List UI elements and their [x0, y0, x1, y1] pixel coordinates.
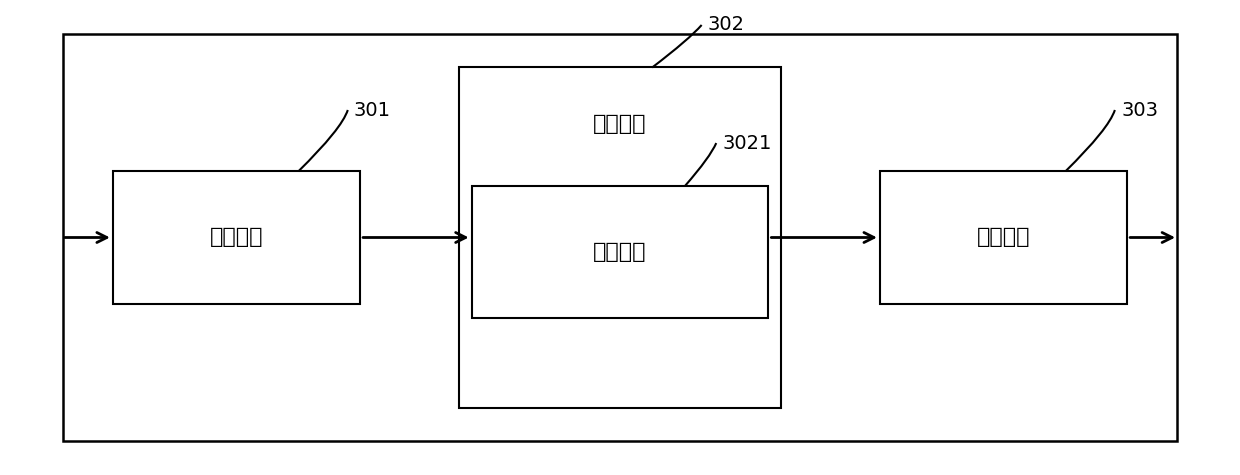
Text: 301: 301 — [353, 101, 391, 120]
Bar — [471, 186, 769, 318]
Text: 输出单元: 输出单元 — [977, 228, 1030, 247]
Text: 统计模块: 统计模块 — [593, 242, 647, 262]
Text: 处理单元: 处理单元 — [593, 114, 647, 134]
Bar — [63, 35, 1177, 440]
Text: 获取单元: 获取单元 — [210, 228, 263, 247]
Bar — [113, 171, 360, 304]
Text: 302: 302 — [708, 16, 745, 35]
Text: 3021: 3021 — [723, 133, 771, 152]
Bar — [880, 171, 1127, 304]
Text: 303: 303 — [1121, 101, 1158, 120]
Bar — [459, 67, 781, 408]
